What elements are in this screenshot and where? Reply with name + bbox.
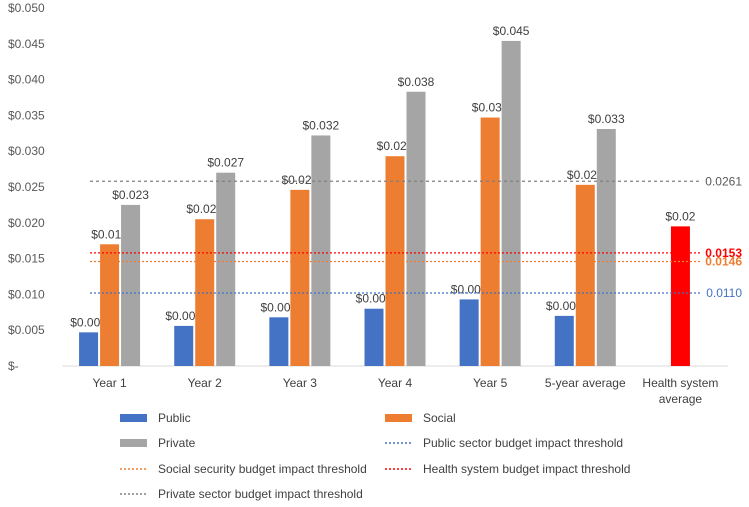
- private-data-label: $0.027: [207, 156, 244, 170]
- y-tick-label: $0.020: [8, 216, 45, 230]
- x-category-label: Year 3: [283, 376, 318, 390]
- x-category-label: Year 2: [188, 376, 223, 390]
- public-bar: [364, 308, 384, 366]
- x-category-label: average: [659, 392, 703, 406]
- x-category-label: Year 5: [473, 376, 508, 390]
- y-tick-label: $-: [8, 359, 19, 373]
- public-bar: [269, 317, 289, 366]
- public-bar: [174, 325, 194, 366]
- social-data-label: $0.025: [567, 168, 604, 182]
- social-data-label: $0.021: [186, 202, 223, 216]
- social-data-label: $0.017: [91, 227, 128, 241]
- private-bar: [501, 40, 521, 366]
- y-tick-label: $0.025: [8, 180, 45, 194]
- legend-label: Public: [158, 411, 191, 425]
- legend-label: Social: [423, 411, 456, 425]
- legend-swatch-social: [385, 414, 412, 422]
- social-data-label: $0.035: [472, 101, 509, 115]
- public-bar: [459, 299, 479, 366]
- public-bar: [79, 332, 99, 366]
- private-bar: [406, 91, 426, 366]
- social-bar: [100, 244, 120, 366]
- private-data-label: $0.045: [493, 24, 530, 38]
- legend-swatch-private: [120, 439, 147, 447]
- legend-swatch-public: [120, 414, 147, 422]
- legend-label: Public sector budget impact threshold: [423, 436, 623, 450]
- x-category-label: Year 4: [378, 376, 413, 390]
- y-tick-label: $0.030: [8, 144, 45, 158]
- social-data-label: $0.029: [377, 139, 414, 153]
- y-tick-label: $0.045: [8, 37, 45, 51]
- x-category-label: Year 1: [92, 376, 127, 390]
- public-data-label: $0.008: [356, 292, 393, 306]
- social-bar: [575, 184, 595, 366]
- public-sector-budget-impact-threshold-label: 0.0110: [706, 286, 742, 300]
- public-data-label: $0.007: [261, 300, 298, 314]
- private-bar: [216, 172, 236, 366]
- private-bar: [311, 135, 331, 366]
- y-tick-label: $0.005: [8, 323, 45, 337]
- private-bar: [596, 129, 616, 366]
- health-system-budget-impact-threshold-label: 0.0153: [705, 246, 742, 260]
- y-tick-label: $0.015: [8, 252, 45, 266]
- x-category-label: Health system: [642, 376, 718, 390]
- y-tick-label: $0.050: [8, 1, 45, 15]
- public-data-label: $0.005: [70, 315, 107, 329]
- y-tick-label: $0.035: [8, 108, 45, 122]
- social-data-label: $0.025: [282, 173, 319, 187]
- social-bar: [195, 219, 215, 366]
- social-bar: [480, 117, 500, 366]
- legend-label: Health system budget impact threshold: [423, 462, 630, 476]
- public-data-label: $0.006: [165, 309, 202, 323]
- private-bar: [121, 204, 141, 366]
- legend-label: Private sector budget impact threshold: [158, 487, 363, 501]
- private-data-label: $0.032: [303, 118, 340, 132]
- health-system-data-label: $0.02: [665, 209, 695, 223]
- y-tick-label: $0.010: [8, 287, 45, 301]
- public-data-label: $0.007: [546, 299, 583, 313]
- y-tick-label: $0.040: [8, 73, 45, 87]
- social-bar: [290, 189, 310, 366]
- health-system-bar: [670, 226, 690, 366]
- private-data-label: $0.038: [398, 75, 435, 89]
- private-data-label: $0.033: [588, 112, 625, 126]
- legend-label: Private: [158, 436, 196, 450]
- private-data-label: $0.023: [112, 188, 149, 202]
- social-security-budget-impact-threshold-label: 0.0146: [705, 254, 742, 268]
- private-sector-budget-impact-threshold-label: 0.0261: [705, 174, 742, 188]
- legend-label: Social security budget impact threshold: [158, 462, 367, 476]
- public-bar: [554, 315, 574, 366]
- x-category-label: 5-year average: [545, 376, 626, 390]
